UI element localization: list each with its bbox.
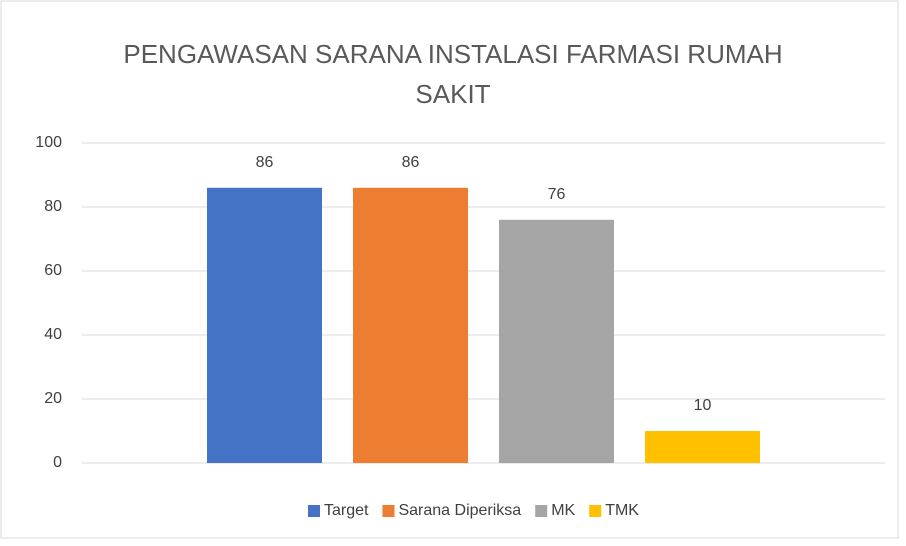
legend-label: Sarana Diperiksa	[398, 502, 521, 519]
data-label: 86	[256, 154, 274, 171]
legend-swatch	[589, 505, 602, 517]
y-tick-label: 0	[53, 454, 62, 471]
y-tick-label: 20	[44, 390, 62, 407]
y-tick-label: 80	[44, 198, 62, 215]
bar	[353, 187, 468, 464]
data-label: 86	[402, 154, 420, 171]
bar	[499, 219, 614, 463]
y-tick-label: 60	[44, 262, 62, 279]
bar	[645, 431, 760, 463]
y-tick-label: 40	[44, 326, 62, 343]
legend-swatch	[308, 505, 321, 517]
legend-label: MK	[551, 502, 575, 519]
legend-swatch	[382, 505, 395, 517]
legend-label: TMK	[605, 502, 639, 519]
chart-title: PENGAWASAN SARANA INSTALASI FARMASI RUMA…	[123, 39, 783, 109]
data-label: 76	[548, 186, 566, 203]
data-label: 10	[694, 397, 712, 414]
legend-label: Target	[324, 502, 369, 519]
legend-swatch	[535, 505, 548, 517]
y-tick-label: 100	[35, 134, 62, 151]
bar	[207, 187, 322, 464]
